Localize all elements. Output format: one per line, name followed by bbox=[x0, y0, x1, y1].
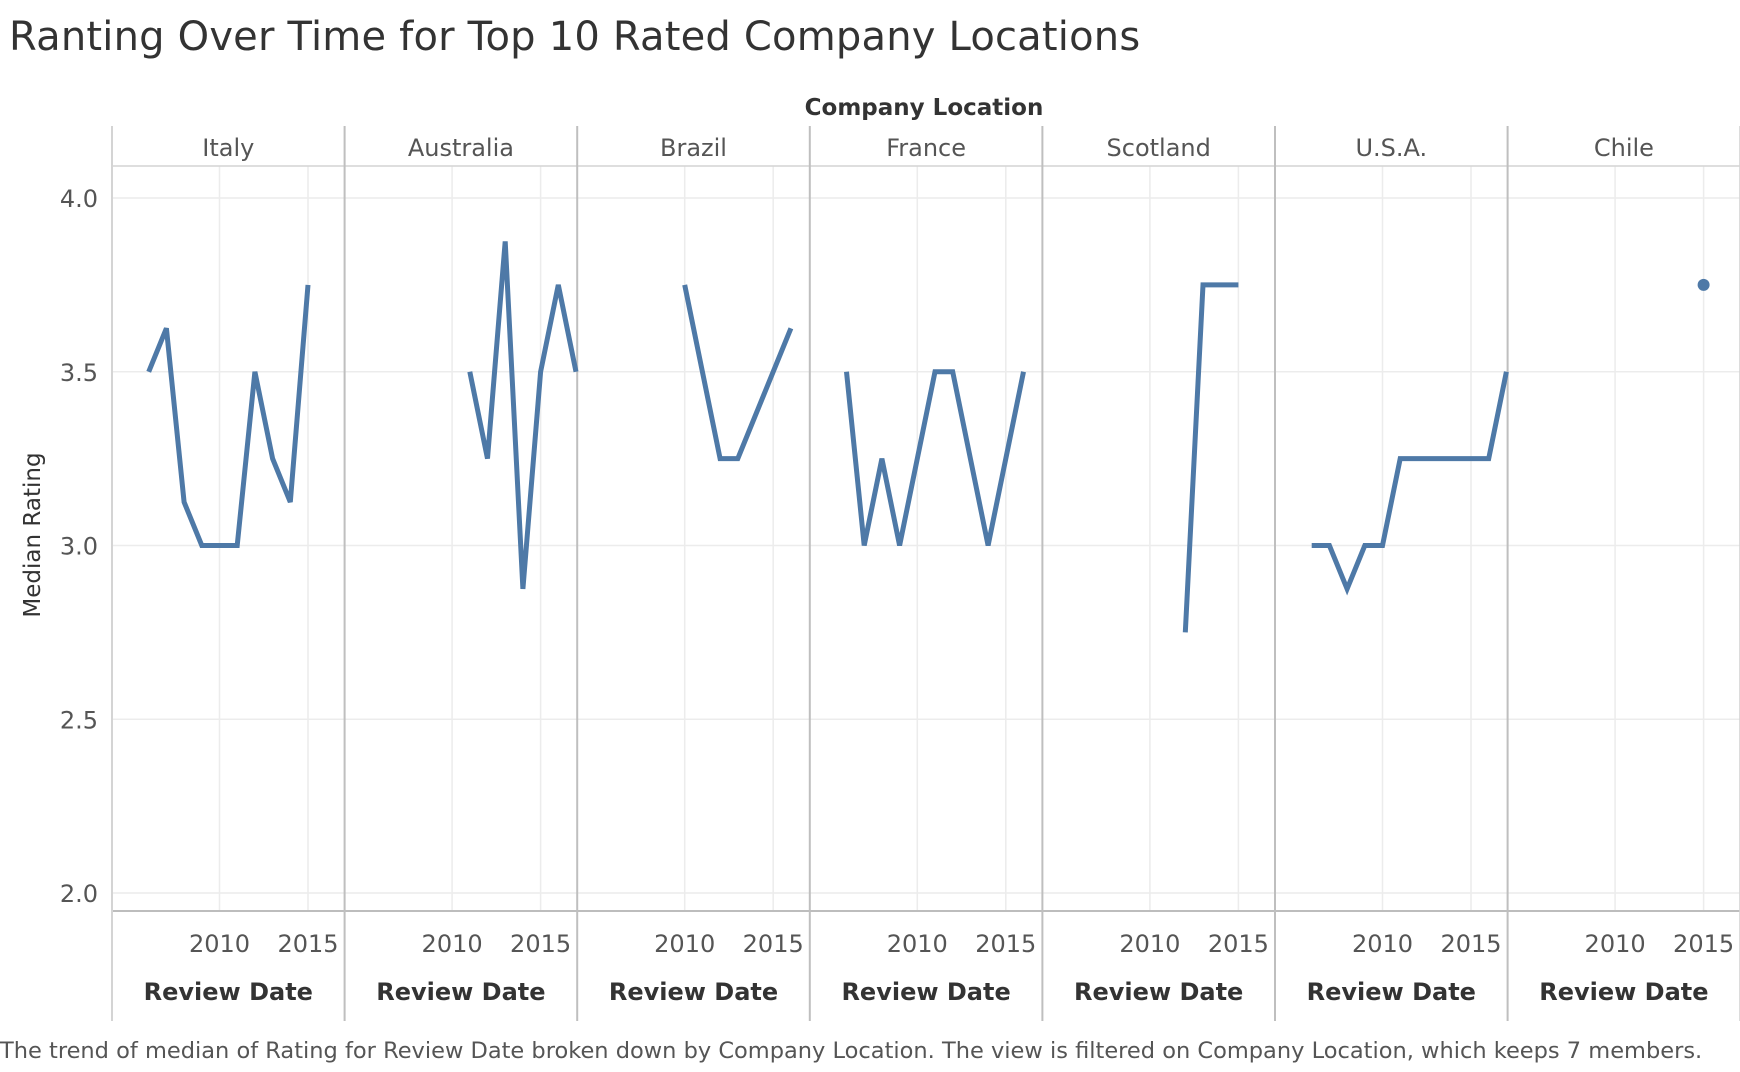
series-line-brazil bbox=[682, 284, 794, 462]
series-line-france bbox=[844, 369, 1026, 546]
column-header: Company Location bbox=[805, 95, 1044, 121]
x-axis-label: Review Date bbox=[376, 978, 545, 1006]
y-tick-label: 2.5 bbox=[60, 706, 98, 734]
x-tick-label: 2015 bbox=[975, 930, 1036, 958]
x-axis-label: Review Date bbox=[1074, 978, 1243, 1006]
y-tick-label: 3.0 bbox=[60, 533, 98, 561]
series bbox=[146, 241, 1710, 633]
x-tick-label: 2010 bbox=[1119, 930, 1180, 958]
y-axis-label: Median Rating bbox=[20, 452, 46, 617]
panel-labels: Italy Australia Brazil France Scotland U.S.A.… bbox=[202, 134, 1654, 162]
y-axis-ticks: 2.0 2.5 3.0 3.5 4.0 bbox=[60, 185, 98, 908]
x-tick-label: 2015 bbox=[1208, 930, 1269, 958]
x-tick-label: 2015 bbox=[743, 930, 804, 958]
x-tick-label: 2010 bbox=[1585, 930, 1646, 958]
chart-title: Ranting Over Time for Top 10 Rated Compa… bbox=[9, 14, 1141, 60]
panel-frame bbox=[111, 126, 1740, 1021]
x-tick-label: 2015 bbox=[1440, 930, 1501, 958]
panel-label-italy: Italy bbox=[202, 134, 254, 162]
x-tick-label: 2010 bbox=[422, 930, 483, 958]
x-axis-label: Review Date bbox=[144, 978, 313, 1006]
gridlines bbox=[112, 166, 1740, 911]
x-axis-label: Review Date bbox=[1307, 978, 1476, 1006]
panel-label-scotland: Scotland bbox=[1107, 134, 1211, 162]
chart-caption: The trend of median of Rating for Review… bbox=[0, 1038, 1703, 1064]
x-axis-label: Review Date bbox=[609, 978, 778, 1006]
panel-label-australia: Australia bbox=[408, 134, 514, 162]
series-line-australia bbox=[467, 241, 579, 590]
y-tick-label: 3.5 bbox=[60, 359, 98, 387]
x-axis-label: Review Date bbox=[1539, 978, 1708, 1006]
x-axis-labels: Review Date Review Date Review Date Review … bbox=[144, 978, 1709, 1006]
x-tick-label: 2010 bbox=[1352, 930, 1413, 958]
panel-label-chile: Chile bbox=[1594, 134, 1654, 162]
x-tick-label: 2010 bbox=[887, 930, 948, 958]
panel-label-brazil: Brazil bbox=[660, 134, 727, 162]
series-line-usa bbox=[1311, 371, 1509, 596]
y-tick-label: 2.0 bbox=[60, 880, 98, 908]
series-line-italy bbox=[146, 284, 311, 548]
panel-label-usa: U.S.A. bbox=[1355, 134, 1427, 162]
x-tick-label: 2015 bbox=[277, 930, 338, 958]
x-axis-label: Review Date bbox=[841, 978, 1010, 1006]
series-line-scotland bbox=[1182, 282, 1239, 633]
x-tick-label: 2015 bbox=[510, 930, 571, 958]
x-tick-label: 2010 bbox=[654, 930, 715, 958]
x-tick-label: 2015 bbox=[1673, 930, 1734, 958]
panel-label-france: France bbox=[886, 134, 966, 162]
y-tick-label: 4.0 bbox=[60, 185, 98, 213]
series-point-chile bbox=[1697, 278, 1710, 291]
x-axis-ticks: 2010 2015 2010 2015 2010 2015 2010 2015 2010 2015… bbox=[189, 930, 1734, 958]
x-tick-label: 2010 bbox=[189, 930, 250, 958]
